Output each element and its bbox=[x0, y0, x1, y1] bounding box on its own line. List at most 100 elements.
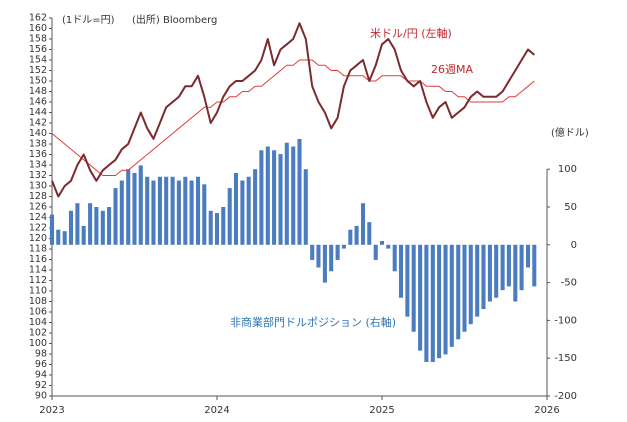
bar bbox=[462, 244, 467, 332]
bar bbox=[303, 169, 308, 245]
y-tick-label: 120 bbox=[29, 233, 47, 244]
bar bbox=[284, 142, 289, 245]
bar bbox=[360, 203, 366, 245]
bar bbox=[272, 150, 277, 245]
bar bbox=[62, 231, 67, 245]
bar bbox=[81, 225, 86, 245]
y-tick-label: 108 bbox=[29, 296, 47, 307]
y2-tick-label: -100 bbox=[554, 315, 577, 326]
bar bbox=[202, 184, 207, 245]
y-tick-label: 162 bbox=[29, 13, 47, 24]
bar bbox=[246, 176, 251, 245]
bar bbox=[291, 146, 296, 245]
left-unit: (1ドル=円) bbox=[62, 15, 115, 26]
bar bbox=[68, 210, 74, 245]
bar bbox=[373, 244, 378, 260]
y-tick-label: 158 bbox=[29, 34, 47, 45]
x-tick-label: 2023 bbox=[39, 405, 64, 416]
bar bbox=[506, 244, 511, 287]
y-tick-label: 106 bbox=[29, 307, 47, 318]
y-tick-label: 134 bbox=[29, 160, 47, 171]
bar bbox=[354, 225, 359, 245]
y-tick-label: 154 bbox=[29, 55, 47, 66]
bar bbox=[418, 244, 423, 351]
y-tick-label: 96 bbox=[35, 359, 47, 370]
annotation: 米ドル/円 (左軸) bbox=[370, 26, 452, 40]
bar bbox=[341, 244, 346, 249]
x-tick-label: 2025 bbox=[369, 405, 394, 416]
y-tick-label: 102 bbox=[29, 328, 47, 339]
bar bbox=[157, 176, 162, 245]
x-tick-label: 2024 bbox=[204, 405, 229, 416]
y-tick-label: 138 bbox=[29, 139, 47, 150]
bar bbox=[316, 244, 321, 268]
bar bbox=[227, 188, 232, 245]
y-tick-label: 100 bbox=[29, 338, 47, 349]
bar bbox=[519, 244, 524, 291]
y-tick-label: 136 bbox=[29, 149, 47, 160]
bar bbox=[113, 188, 118, 245]
y-tick-label: 132 bbox=[29, 170, 47, 181]
bar bbox=[176, 180, 181, 245]
bar bbox=[443, 244, 448, 355]
bar bbox=[145, 176, 150, 245]
bar bbox=[386, 244, 391, 249]
bar bbox=[126, 169, 131, 245]
bar bbox=[151, 180, 156, 245]
x-tick-label: 2026 bbox=[534, 405, 559, 416]
bar bbox=[430, 244, 435, 362]
y-tick-label: 150 bbox=[29, 76, 47, 87]
bar bbox=[405, 244, 410, 317]
bar bbox=[214, 213, 220, 245]
y-tick-label: 110 bbox=[29, 286, 47, 297]
y2-tick-label: 50 bbox=[564, 202, 577, 213]
y-tick-label: 142 bbox=[29, 118, 47, 129]
bar bbox=[310, 244, 315, 260]
y-tick-label: 128 bbox=[29, 191, 47, 202]
y-tick-label: 146 bbox=[29, 97, 47, 108]
bar bbox=[411, 244, 416, 332]
y-tick-label: 152 bbox=[29, 65, 47, 76]
bar bbox=[278, 154, 283, 245]
bar bbox=[233, 172, 239, 245]
bar bbox=[335, 244, 340, 260]
bar bbox=[456, 244, 461, 340]
bar bbox=[329, 244, 334, 272]
bar bbox=[437, 244, 442, 359]
bar bbox=[195, 176, 201, 245]
y-tick-label: 160 bbox=[29, 23, 47, 34]
bar bbox=[500, 244, 505, 291]
bar bbox=[208, 210, 213, 245]
bar bbox=[221, 207, 226, 245]
line bbox=[51, 59, 535, 176]
bar bbox=[297, 138, 302, 245]
bar bbox=[253, 169, 258, 245]
bar bbox=[379, 241, 385, 245]
y-tick-label: 140 bbox=[29, 128, 47, 139]
bar bbox=[265, 146, 270, 245]
bar bbox=[487, 244, 492, 302]
source: (出所) Bloomberg bbox=[132, 13, 217, 26]
bar bbox=[100, 210, 105, 245]
bar bbox=[138, 165, 143, 245]
bar bbox=[322, 244, 327, 283]
bar bbox=[494, 244, 499, 298]
bar bbox=[119, 180, 124, 245]
line bbox=[51, 22, 535, 198]
y-tick-label: 94 bbox=[35, 370, 47, 381]
bar bbox=[88, 203, 93, 245]
y2-tick-label: -50 bbox=[561, 278, 577, 289]
bar bbox=[398, 244, 404, 298]
y-tick-label: 118 bbox=[29, 244, 47, 255]
right-unit: (億ドル) bbox=[551, 126, 589, 139]
y-tick-label: 130 bbox=[29, 181, 47, 192]
bar bbox=[449, 244, 454, 347]
y-tick-label: 126 bbox=[29, 202, 47, 213]
y-tick-label: 122 bbox=[29, 223, 47, 234]
bar bbox=[259, 150, 264, 245]
y-tick-label: 112 bbox=[29, 275, 47, 286]
y2-tick-label: 100 bbox=[558, 164, 577, 175]
y-tick-label: 92 bbox=[35, 380, 47, 391]
y-tick-label: 114 bbox=[29, 265, 47, 276]
